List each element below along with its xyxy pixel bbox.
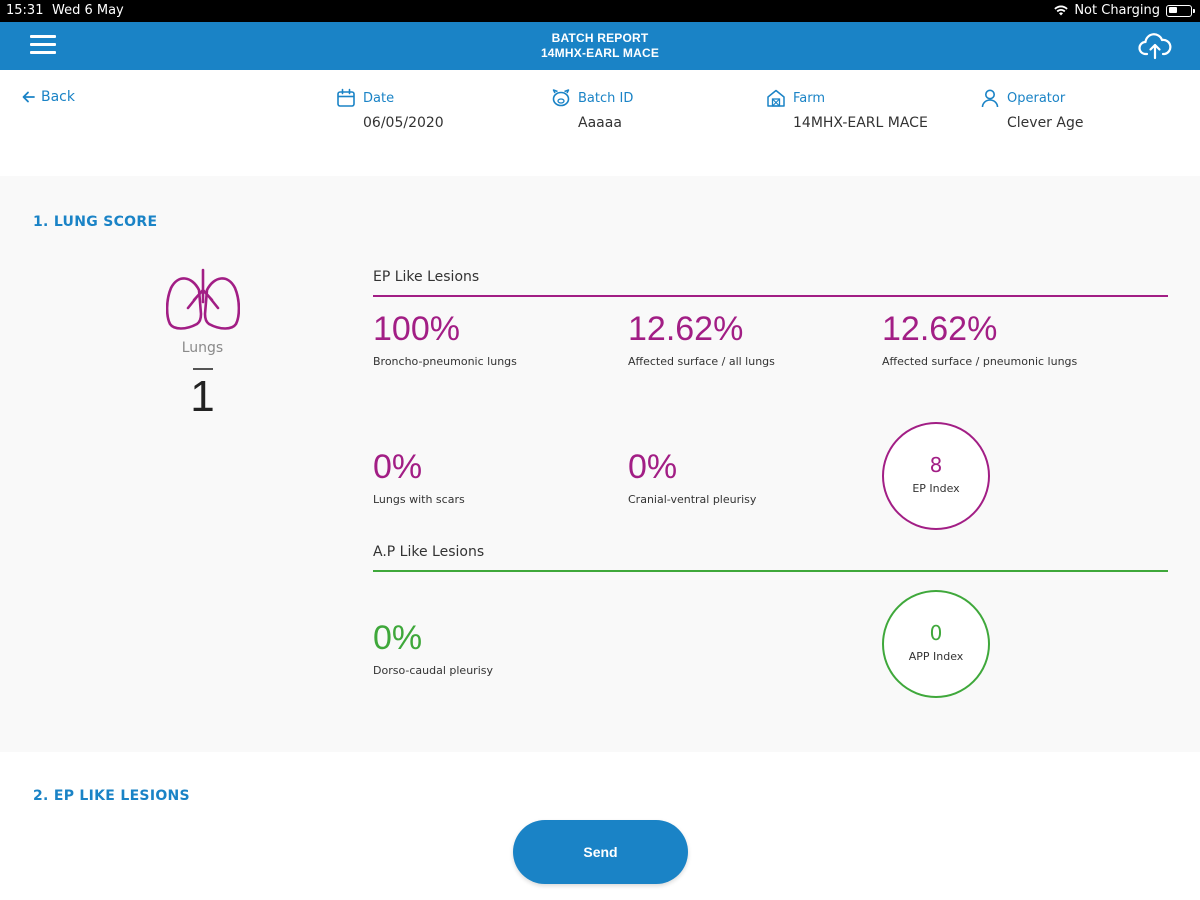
nav-bar: BATCH REPORT 14MHX-EARL MACE [0,22,1200,70]
calendar-icon [337,88,355,107]
lungs-with-scars-label: Lungs with scars [373,493,465,506]
wifi-icon [1054,5,1069,16]
send-button[interactable]: Send [513,820,688,884]
date-value: 06/05/2020 [363,115,444,131]
ep-index-value: 8 [929,453,943,477]
lungs-with-scars-metric: 0% Lungs with scars [373,447,465,506]
nav-title: BATCH REPORT [551,31,649,45]
status-date: Wed 6 May [52,3,124,18]
farm-info: Farm 14MHX-EARL MACE [766,88,928,131]
user-icon [981,89,999,108]
app-index-label: APP Index [908,650,964,663]
batch-label: Batch ID [578,90,634,106]
lungs-icon [165,268,240,330]
affected-all-value: 12.62% [628,310,744,348]
broncho-pneumonic-value: 100% [373,310,460,348]
batch-value: Aaaaa [578,115,622,131]
status-right: Not Charging [1054,3,1195,18]
page-title: BATCH REPORT 14MHX-EARL MACE [0,31,1200,61]
lung-score-title: 1. LUNG SCORE [33,214,158,230]
lungs-summary: Lungs 1 [150,268,255,422]
affected-all-label: Affected surface / all lungs [628,355,775,368]
cranial-ventral-label: Cranial-ventral pleurisy [628,493,757,506]
lungs-count: 1 [190,372,215,421]
affected-pneumonic-value: 12.62% [882,310,998,348]
app-index-badge: 0 APP Index [882,590,990,698]
dorso-caudal-label: Dorso-caudal pleurisy [373,664,493,677]
broncho-pneumonic-label: Broncho-pneumonic lungs [373,355,517,368]
cranial-ventral-value: 0% [628,448,678,486]
hamburger-icon[interactable] [30,35,56,57]
affected-pneumonic-label: Affected surface / pneumonic lungs [882,355,1078,368]
charging-status: Not Charging [1074,3,1160,18]
lung-score-panel: 1. LUNG SCORE Lungs 1 EP Like Lesions 10… [0,176,1200,752]
date-label: Date [363,90,395,106]
affected-pneumonic-metric: 12.62% Affected surface / pneumonic lung… [882,309,1077,368]
ep-group-title: EP Like Lesions [373,269,480,285]
back-button[interactable]: Back [22,89,75,105]
broncho-pneumonic-metric: 100% Broncho-pneumonic lungs [373,309,517,368]
dorso-caudal-value: 0% [373,619,423,657]
farm-value: 14MHX-EARL MACE [793,115,928,131]
ep-divider [373,295,1168,297]
nav-subtitle: 14MHX-EARL MACE [540,46,660,60]
batch-info-header: Back Date 06/05/2020 Batch ID Aaaaa [0,70,1200,176]
ap-divider [373,570,1168,572]
dorso-caudal-metric: 0% Dorso-caudal pleurisy [373,618,493,677]
cloud-upload-icon[interactable] [1138,31,1172,61]
batch-info: Batch ID Aaaaa [551,88,633,131]
farm-icon [767,89,785,107]
arrow-left-icon [22,91,35,103]
ap-group-title: A.P Like Lesions [373,544,485,560]
back-label: Back [41,89,75,105]
cranial-ventral-metric: 0% Cranial-ventral pleurisy [628,447,756,506]
app-index-value: 0 [929,621,943,645]
operator-label: Operator [1007,90,1066,106]
status-bar: 15:31 Wed 6 May Not Charging [0,0,1200,22]
battery-icon [1166,4,1195,17]
ep-lesions-section-title[interactable]: 2. EP LIKE LESIONS [33,788,190,804]
ep-index-label: EP Index [912,482,960,495]
pig-icon [552,89,570,107]
lungs-divider [192,368,213,370]
operator-info: Operator Clever Age [980,88,1083,131]
lungs-with-scars-value: 0% [373,448,423,486]
ep-index-badge: 8 EP Index [882,422,990,530]
status-time: 15:31 [6,3,44,18]
affected-all-metric: 12.62% Affected surface / all lungs [628,309,775,368]
date-info: Date 06/05/2020 [336,88,444,131]
farm-label: Farm [793,90,826,106]
lungs-label: Lungs [181,340,224,356]
operator-value: Clever Age [1007,115,1084,131]
